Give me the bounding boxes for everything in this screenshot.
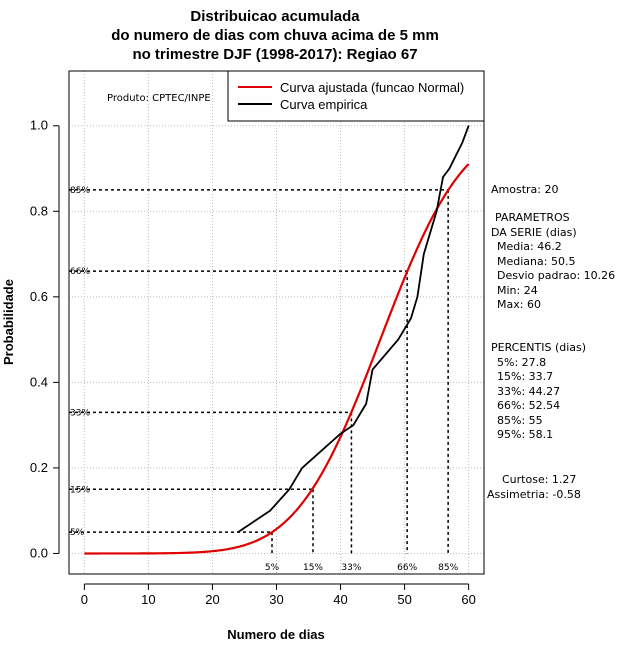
empirical-point bbox=[301, 467, 303, 469]
y-axis-label: Probabilidade bbox=[1, 279, 16, 365]
percentiles-title: PERCENTIS (dias) bbox=[491, 341, 586, 354]
x-tick-label-20: 20 bbox=[205, 592, 219, 607]
param-median: Mediana: 50.5 bbox=[497, 255, 575, 268]
fitted-normal-curve bbox=[84, 163, 470, 555]
guide-label-x-p5: 5% bbox=[265, 563, 280, 573]
empirical-curve-line bbox=[237, 125, 470, 533]
x-tick-label-50: 50 bbox=[397, 592, 411, 607]
guide-label-y-p66: 66% bbox=[70, 267, 90, 277]
skewness: Assimetria: -0.58 bbox=[487, 488, 581, 501]
empirical-point bbox=[436, 210, 438, 212]
empirical-point bbox=[410, 317, 412, 319]
empirical-point bbox=[269, 510, 271, 512]
chart-title-line-1: Distribuicao acumulada bbox=[190, 8, 360, 25]
guide-label-x-p33: 33% bbox=[341, 563, 361, 573]
percentile-33: 33%: 44.27 bbox=[497, 385, 560, 398]
percentile-66: 66%: 52.54 bbox=[497, 399, 560, 412]
x-tick-label-30: 30 bbox=[269, 592, 283, 607]
empirical-point bbox=[429, 232, 431, 234]
legend: Curva ajustada (funcao Normal) Curva emp… bbox=[227, 70, 485, 122]
x-axis-label: Numero de dias bbox=[227, 627, 325, 642]
guide-label-y-p85: 85% bbox=[70, 186, 90, 196]
empirical-point bbox=[352, 424, 354, 426]
x-tick-label-10: 10 bbox=[141, 592, 155, 607]
percentile-85: 85%: 55 bbox=[497, 414, 543, 427]
guide-label-y-p5: 5% bbox=[70, 528, 85, 538]
empirical-point bbox=[371, 368, 374, 371]
guide-label-y-p33: 33% bbox=[70, 408, 90, 418]
empirical-point bbox=[288, 488, 290, 490]
y-tick-label-0.4: 0.4 bbox=[30, 374, 48, 389]
sample-size: Amostra: 20 bbox=[491, 183, 558, 196]
chart-title-line-2: do numero de dias com chuva acima de 5 m… bbox=[111, 27, 439, 44]
x-tick-label-0: 0 bbox=[81, 592, 88, 607]
empirical-point bbox=[455, 155, 457, 157]
legend-box bbox=[227, 70, 485, 122]
empirical-point bbox=[397, 339, 399, 341]
empirical-point bbox=[339, 433, 342, 435]
params-title-line-1: PARAMETROS bbox=[495, 211, 570, 224]
guide-label-x-p66: 66% bbox=[397, 563, 417, 573]
legend-label-fitted: Curva ajustada (funcao Normal) bbox=[280, 80, 464, 95]
chart-title-line-3: no trimestre DJF (1998-2017): Regiao 67 bbox=[132, 46, 417, 63]
empirical-point bbox=[237, 531, 239, 533]
empirical-point bbox=[468, 125, 470, 127]
percentile-95: 95%: 58.1 bbox=[497, 428, 553, 441]
legend-label-empirical: Curva empirica bbox=[280, 97, 368, 112]
empirical-point bbox=[423, 253, 425, 255]
curves bbox=[84, 125, 470, 555]
param-min: Min: 24 bbox=[497, 284, 538, 297]
y-tick-label-0.8: 0.8 bbox=[30, 203, 48, 218]
y-tick-label-0.6: 0.6 bbox=[30, 289, 48, 304]
product-label: Produto: CPTEC/INPE bbox=[107, 93, 211, 104]
stats-panel: Amostra: 20 PARAMETROS DA SERIE (dias) M… bbox=[487, 183, 615, 501]
y-tick-label-0: 0.0 bbox=[30, 545, 48, 560]
empirical-point bbox=[442, 176, 444, 178]
grid-lines bbox=[69, 71, 484, 574]
param-max: Max: 60 bbox=[497, 298, 541, 311]
param-std-dev: Desvio padrao: 10.26 bbox=[497, 269, 615, 282]
y-tick-label-0.2: 0.2 bbox=[30, 460, 48, 475]
guide-label-x-p85: 85% bbox=[438, 563, 458, 573]
percentile-15: 15%: 33.7 bbox=[497, 370, 553, 383]
empirical-point bbox=[461, 142, 463, 144]
y-tick-label-1: 1.0 bbox=[30, 118, 48, 133]
params-title-line-2: DA SERIE (dias) bbox=[491, 226, 577, 239]
kurtosis: Curtose: 1.27 bbox=[502, 473, 576, 486]
x-tick-label-60: 60 bbox=[461, 592, 475, 607]
axes: 0 10 20 30 40 50 60 0.0 0.2 0.4 0.6 0.8 1.0 bbox=[30, 118, 476, 607]
guide-label-y-p15: 15% bbox=[70, 485, 90, 495]
x-tick-label-40: 40 bbox=[333, 592, 347, 607]
empirical-point bbox=[365, 403, 367, 405]
param-mean: Media: 46.2 bbox=[497, 240, 562, 253]
percentile-5: 5%: 27.8 bbox=[497, 356, 546, 369]
guide-label-x-p15: 15% bbox=[303, 563, 323, 573]
empirical-point bbox=[416, 296, 418, 298]
empirical-point bbox=[448, 167, 451, 170]
